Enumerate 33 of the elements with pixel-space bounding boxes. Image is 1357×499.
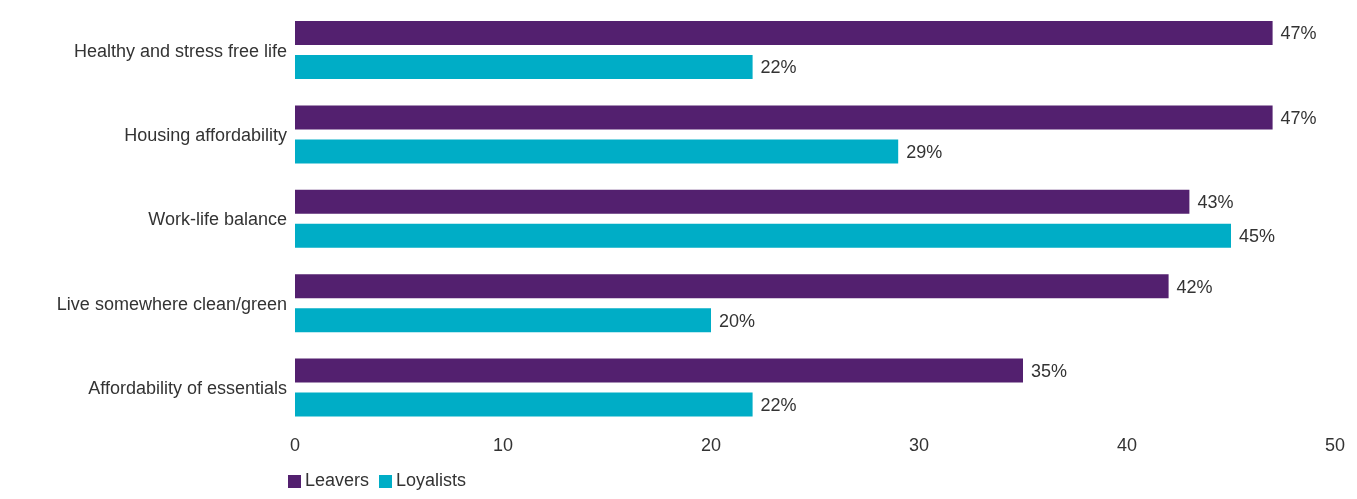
bar [295, 358, 1023, 383]
y-tick-label: Work-life balance [148, 209, 287, 230]
y-tick-label: Healthy and stress free life [73, 40, 287, 61]
data-label: 22% [760, 57, 797, 78]
x-tick-label: 30 [908, 434, 930, 455]
x-tick-label: 10 [492, 434, 514, 455]
bar [295, 392, 753, 417]
x-tick-label: 0 [289, 434, 301, 455]
bar [295, 139, 899, 164]
bar [295, 189, 1190, 214]
bar [295, 21, 1273, 45]
x-tick-label: 50 [1324, 434, 1346, 455]
bar [295, 55, 753, 79]
x-tick-label: 40 [1116, 434, 1138, 455]
y-tick-label: Live somewhere clean/green [56, 293, 287, 314]
legend-label: Leavers [305, 470, 370, 490]
data-label: 43% [1197, 192, 1234, 213]
data-label: 47% [1280, 107, 1317, 128]
data-label: 29% [906, 141, 943, 162]
bar [295, 308, 711, 333]
y-tick-label: Housing affordability [124, 124, 287, 145]
legend-label: Loyalists [396, 470, 467, 490]
bar [295, 274, 1169, 299]
data-label: 22% [760, 394, 797, 415]
data-label: 45% [1239, 226, 1276, 247]
data-label: 47% [1280, 23, 1317, 44]
bar [295, 223, 1231, 248]
x-tick-label: 20 [700, 434, 722, 455]
data-label: 42% [1176, 276, 1213, 297]
data-label: 20% [719, 310, 756, 331]
bar [295, 105, 1273, 130]
y-tick-label: Affordability of essentials [88, 378, 287, 399]
data-label: 35% [1031, 360, 1068, 381]
